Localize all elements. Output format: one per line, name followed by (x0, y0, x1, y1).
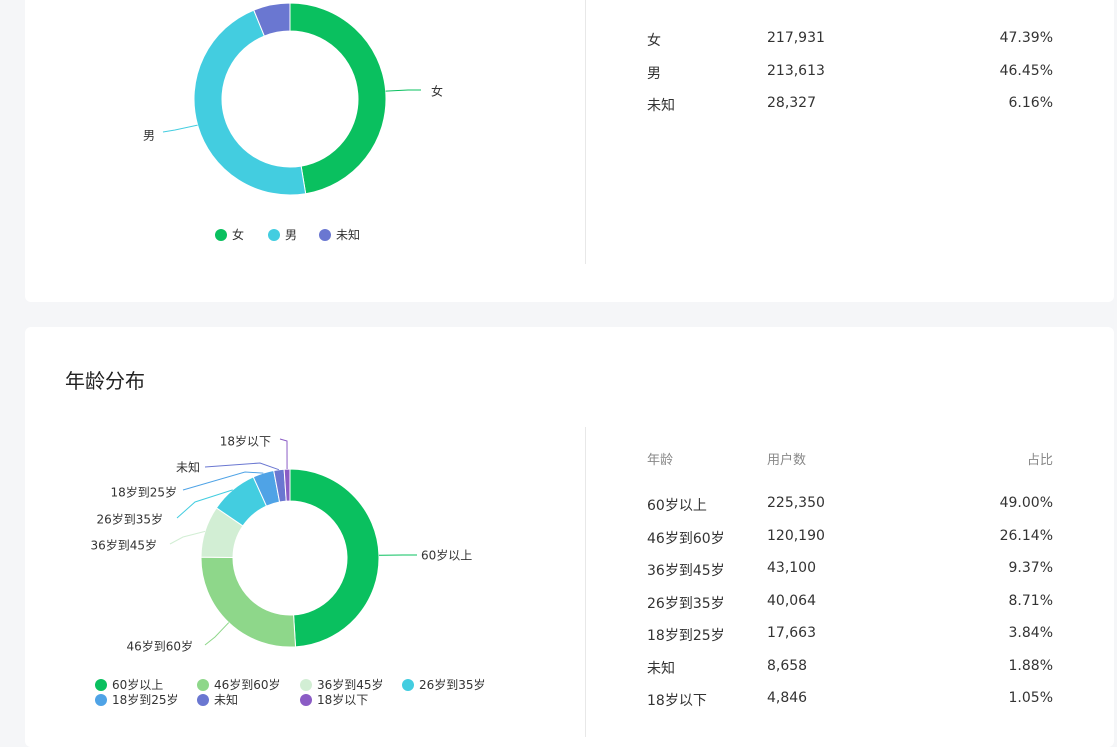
age-legend-item[interactable]: 26岁到35岁 (402, 676, 486, 693)
gender-legend-item[interactable]: 未知 (319, 226, 360, 243)
header-ratio: 占比 (1027, 449, 1053, 468)
age-row-percent: 26.14% (1000, 528, 1053, 544)
age-slice-label-3: 26岁到35岁 (96, 512, 163, 527)
gender-label-line-1 (163, 125, 198, 132)
age-row-label: 36岁到45岁 (647, 560, 725, 580)
age-legend-item[interactable]: 未知 (197, 691, 238, 708)
gender-donut-chart: 女男 (25, 0, 585, 290)
gender-legend-item[interactable]: 男 (268, 226, 297, 243)
age-row-count: 225,350 (767, 495, 825, 511)
age-label-line-5 (205, 463, 279, 470)
gender-row-count: 213,613 (767, 63, 825, 79)
age-row-percent: 1.88% (1009, 658, 1053, 674)
age-row-count: 8,658 (767, 658, 807, 674)
gender-legend-label: 未知 (336, 226, 360, 243)
gender-row-label: 女 (647, 30, 661, 50)
age-divider (585, 427, 586, 737)
age-legend-item[interactable]: 18岁以下 (300, 691, 368, 708)
age-slice-label-6: 18岁以下 (220, 434, 271, 449)
age-table-header: 年龄 用户数 占比 (647, 449, 1053, 469)
age-legend-dot (300, 694, 312, 706)
age-slice-label-1: 46岁到60岁 (126, 639, 193, 654)
age-legend-dot (402, 679, 414, 691)
age-legend-item[interactable]: 18岁到25岁 (95, 691, 179, 708)
gender-slice-0[interactable] (290, 3, 386, 194)
gender-legend-dot (215, 229, 227, 241)
age-row-percent: 49.00% (1000, 495, 1053, 511)
gender-table-row: 男 213,613 46.45% (647, 63, 1053, 83)
age-legend-label: 26岁到35岁 (419, 676, 486, 693)
age-row-label: 60岁以上 (647, 495, 707, 515)
gender-slice-label-1: 男 (143, 129, 155, 143)
age-slice-label-2: 36岁到45岁 (90, 538, 157, 553)
gender-slice-1[interactable] (194, 10, 306, 195)
gender-table-row: 未知 28,327 6.16% (647, 95, 1053, 115)
age-slice-label-4: 18岁到25岁 (110, 485, 177, 500)
gender-legend-dot (268, 229, 280, 241)
age-slice-label-0: 60岁以上 (421, 548, 472, 563)
age-table-row: 26岁到35岁 40,064 8.71% (647, 593, 1053, 613)
age-legend-dot (197, 694, 209, 706)
age-row-count: 120,190 (767, 528, 825, 544)
gender-row-percent: 46.45% (1000, 63, 1053, 79)
gender-row-label: 男 (647, 63, 661, 83)
age-table-row: 未知 8,658 1.88% (647, 658, 1053, 678)
age-row-percent: 9.37% (1009, 560, 1053, 576)
age-table-row: 46岁到60岁 120,190 26.14% (647, 528, 1053, 548)
age-table-row: 18岁到25岁 17,663 3.84% (647, 625, 1053, 645)
age-row-label: 18岁到25岁 (647, 625, 725, 645)
age-row-count: 43,100 (767, 560, 816, 576)
gender-table-row: 女 217,931 47.39% (647, 30, 1053, 50)
age-row-count: 40,064 (767, 593, 816, 609)
gender-label-line-0 (386, 90, 421, 91)
gender-row-count: 28,327 (767, 95, 816, 111)
gender-legend-label: 男 (285, 226, 297, 243)
age-legend-dot (95, 694, 107, 706)
age-label-line-1 (205, 623, 229, 645)
age-label-line-6 (280, 439, 287, 469)
gender-row-label: 未知 (647, 95, 675, 115)
age-row-count: 4,846 (767, 690, 807, 706)
gender-row-count: 217,931 (767, 30, 825, 46)
gender-row-percent: 6.16% (1009, 95, 1053, 111)
age-row-label: 未知 (647, 658, 675, 678)
age-legend-label: 18岁到25岁 (112, 691, 179, 708)
age-legend-dot (197, 679, 209, 691)
age-row-label: 26岁到35岁 (647, 593, 725, 613)
gender-legend-label: 女 (232, 226, 244, 243)
age-legend-dot (300, 679, 312, 691)
age-row-label: 46岁到60岁 (647, 528, 725, 548)
age-label-line-2 (170, 531, 205, 544)
gender-row-percent: 47.39% (1000, 30, 1053, 46)
age-slice-1[interactable] (201, 557, 296, 647)
header-users: 用户数 (767, 449, 806, 468)
age-legend-dot (95, 679, 107, 691)
gender-legend-item[interactable]: 女 (215, 226, 244, 243)
age-table-row: 18岁以下 4,846 1.05% (647, 690, 1053, 710)
age-row-label: 18岁以下 (647, 690, 707, 710)
age-slice-label-5: 未知 (176, 461, 200, 475)
age-table-row: 60岁以上 225,350 49.00% (647, 495, 1053, 515)
age-legend-label: 未知 (214, 691, 238, 708)
age-row-percent: 3.84% (1009, 625, 1053, 641)
gender-divider (585, 0, 586, 264)
gender-slice-label-0: 女 (431, 84, 443, 99)
gender-legend-dot (319, 229, 331, 241)
age-row-count: 17,663 (767, 625, 816, 641)
age-legend-label: 18岁以下 (317, 691, 368, 708)
age-table-row: 36岁到45岁 43,100 9.37% (647, 560, 1053, 580)
age-row-percent: 8.71% (1009, 593, 1053, 609)
age-row-percent: 1.05% (1009, 690, 1053, 706)
age-slice-0[interactable] (290, 469, 379, 647)
header-age: 年龄 (647, 449, 673, 468)
